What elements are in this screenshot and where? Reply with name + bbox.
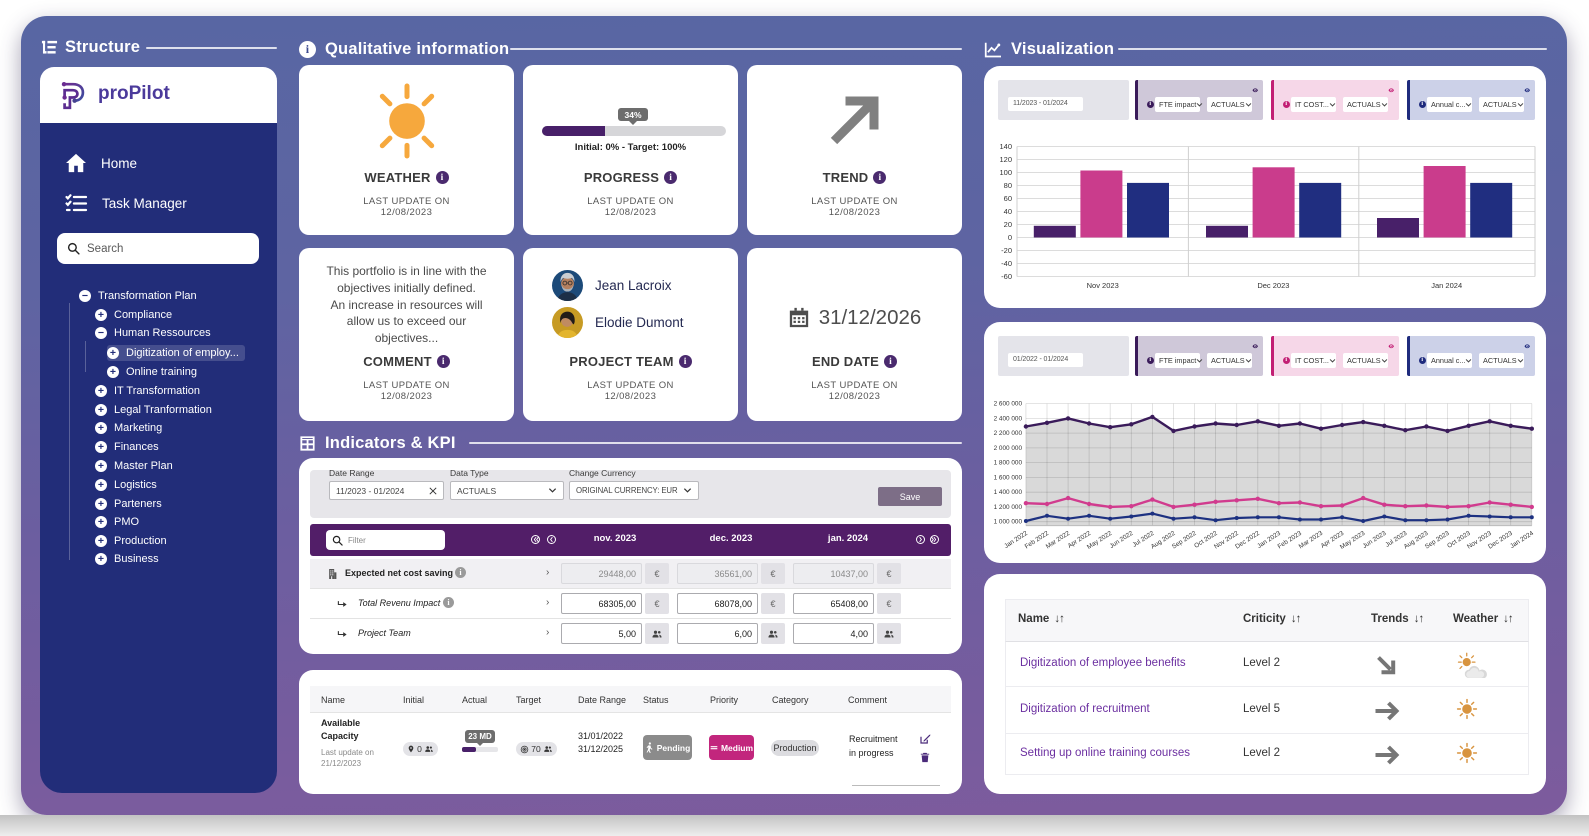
svg-text:Jan 2024: Jan 2024 xyxy=(1431,281,1462,290)
svg-text:Mar 2023: Mar 2023 xyxy=(1298,530,1325,551)
svg-text:60: 60 xyxy=(1004,194,1012,203)
svg-text:Sep 2022: Sep 2022 xyxy=(1171,530,1198,551)
svg-text:0: 0 xyxy=(1008,233,1012,242)
svg-text:1 000 000: 1 000 000 xyxy=(994,519,1023,526)
svg-text:2 200 000: 2 200 000 xyxy=(994,430,1023,437)
svg-text:Dec 2023: Dec 2023 xyxy=(1257,281,1289,290)
svg-text:Jun 2022: Jun 2022 xyxy=(1109,530,1135,550)
svg-text:20: 20 xyxy=(1004,220,1012,229)
svg-text:Jun 2023: Jun 2023 xyxy=(1362,530,1388,550)
svg-text:Jan 2024: Jan 2024 xyxy=(1509,530,1535,550)
svg-text:140: 140 xyxy=(999,142,1012,151)
svg-text:2 000 000: 2 000 000 xyxy=(994,445,1023,452)
svg-text:-20: -20 xyxy=(1001,246,1012,255)
svg-text:Sep 2023: Sep 2023 xyxy=(1424,530,1451,551)
svg-text:Nov 2023: Nov 2023 xyxy=(1087,281,1119,290)
svg-text:-60: -60 xyxy=(1001,272,1012,281)
svg-text:1 400 000: 1 400 000 xyxy=(994,489,1023,496)
svg-text:2 600 000: 2 600 000 xyxy=(994,401,1023,408)
svg-text:2 400 000: 2 400 000 xyxy=(994,415,1023,422)
svg-text:Mar 2022: Mar 2022 xyxy=(1045,530,1072,551)
svg-text:1 800 000: 1 800 000 xyxy=(994,460,1023,467)
svg-text:1 600 000: 1 600 000 xyxy=(994,474,1023,481)
svg-text:100: 100 xyxy=(999,168,1012,177)
svg-text:80: 80 xyxy=(1004,181,1012,190)
svg-text:40: 40 xyxy=(1004,207,1012,216)
svg-text:1 200 000: 1 200 000 xyxy=(994,504,1023,511)
svg-text:120: 120 xyxy=(999,155,1012,164)
svg-text:-40: -40 xyxy=(1001,259,1012,268)
